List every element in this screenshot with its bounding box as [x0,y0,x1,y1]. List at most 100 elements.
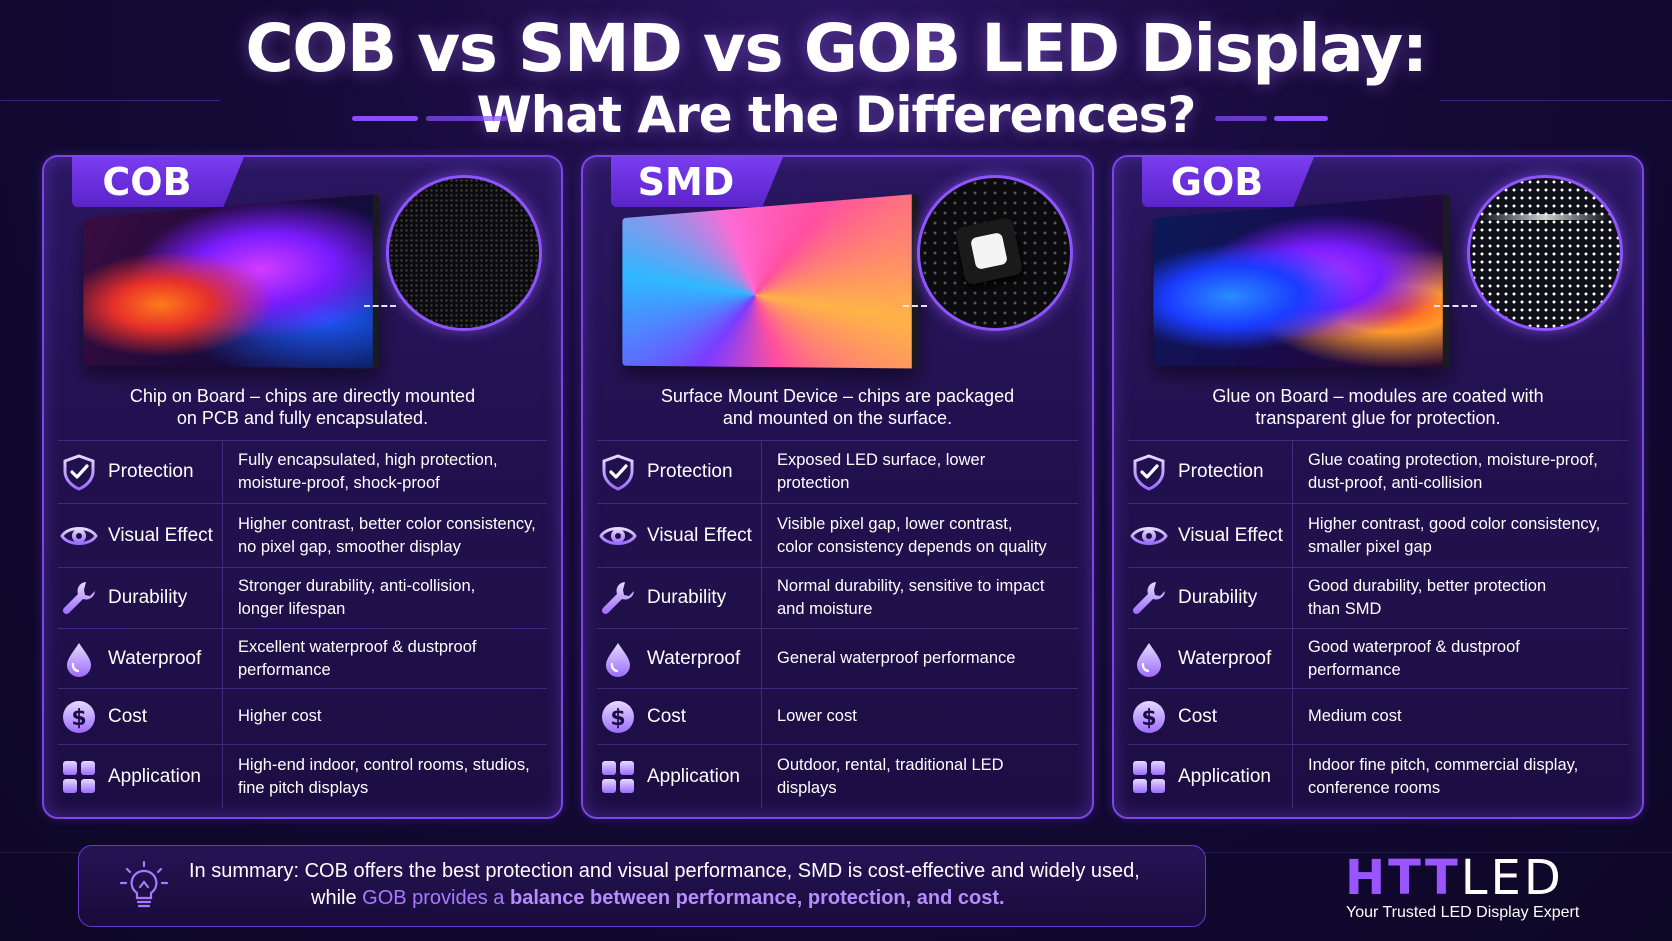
gob-zoom-detail [1467,175,1623,331]
cob-tab: COB [72,157,244,207]
spec-value-line-2: conference rooms [1308,777,1628,800]
title-deco-right-1 [1215,116,1267,121]
spec-value: Good waterproof & dustproof performance [1308,636,1628,682]
spec-value-line-1: Higher contrast, better color consistenc… [238,513,547,536]
dollar-icon: $ [1130,698,1168,736]
spec-label: Application [647,766,740,788]
spec-label-cell: $ Cost [58,689,223,744]
spec-value-line-2: dust-proof, anti-collision [1308,472,1628,495]
smd-description: Surface Mount Device – chips are package… [583,385,1092,429]
spec-value-line-1: Exposed LED surface, lower [777,449,1078,472]
spec-value: Normal durability, sensitive to impact an… [777,575,1078,621]
spec-label-cell: Application [597,745,762,808]
spec-row-protection: Protection Glue coating protection, moist… [1128,440,1628,503]
spec-row-protection: Protection Exposed LED surface, lower prot… [597,440,1078,503]
spec-row-visual-effect: Visual Effect Higher contrast, good color… [1128,503,1628,567]
smd-tab-label: SMD [611,157,761,207]
desc-line-1: Surface Mount Device – chips are package… [583,385,1092,407]
spec-value: Higher contrast, good color consistency,… [1308,513,1628,559]
svg-text:$: $ [71,706,86,731]
spec-value: Excellent waterproof & dustproof performa… [238,636,547,682]
spec-value-line-1: Good durability, better protection [1308,575,1628,598]
spec-label-cell: Application [58,745,223,808]
spec-value-line-2: fine pitch displays [238,777,547,800]
lightbulb-icon [119,861,169,913]
smd-zoom-detail [917,175,1073,331]
spec-value: Outdoor, rental, traditional LED displays [777,754,1078,800]
gob-description: Glue on Board – modules are coated with t… [1114,385,1642,429]
cob-spec-table: Protection Fully encapsulated, high prote… [58,440,547,808]
bg-line-left [0,100,220,101]
spec-label-cell: $ Cost [1128,689,1293,744]
desc-line-2: and mounted on the surface. [583,407,1092,429]
spec-row-durability: Durability Normal durability, sensitive t… [597,567,1078,628]
spec-row-application: Application High-end indoor, control room… [58,744,547,808]
spec-value-line-1: Higher cost [238,705,547,728]
spec-value-line-1: Outdoor, rental, traditional LED [777,754,1078,777]
spec-row-application: Application Outdoor, rental, traditional … [597,744,1078,808]
grid-icon [599,758,637,796]
summary-box: In summary: COB offers the best protecti… [78,845,1206,927]
smd-display-image [622,194,918,369]
summary-text-mid: provides a [407,887,510,909]
spec-value-line-1: Fully encapsulated, high protection, [238,449,547,472]
spec-label: Cost [647,706,686,728]
spec-row-visual-effect: Visual Effect Higher contrast, better col… [58,503,547,567]
spec-label-cell: Waterproof [58,629,223,688]
gob-display-image [1153,194,1449,369]
spec-label: Visual Effect [108,525,213,547]
spec-value-line-1: General waterproof performance [777,647,1078,670]
cob-tab-label: COB [72,157,222,207]
summary-line-1: In summary: COB offers the best protecti… [189,858,1189,884]
spec-value-line-2: performance [1308,659,1628,682]
dollar-icon: $ [599,698,637,736]
spec-label: Waterproof [647,648,740,670]
spec-row-durability: Durability Good durability, better protec… [1128,567,1628,628]
logo-part-led: LED [1461,850,1564,906]
gob-tab-label: GOB [1142,157,1292,207]
spec-row-application: Application Indoor fine pitch, commercial… [1128,744,1628,808]
spec-label-cell: Protection [597,441,762,503]
spec-row-durability: Durability Stronger durability, anti-coll… [58,567,547,628]
spec-label: Protection [108,461,194,483]
logo-part-htt: HTT [1345,850,1461,906]
spec-label-cell: Visual Effect [597,504,762,567]
card-cob: COB Chip on Board – chips are directly mo… [42,155,563,819]
cob-display-image [83,194,379,369]
summary-text-gob: GOB [362,887,406,909]
summary-line-2: while GOB provides a balance between per… [189,885,1311,911]
shield-check-icon [60,453,98,491]
page-title: COB vs SMD vs GOB LED Display: [0,10,1672,87]
spec-label: Application [1178,766,1271,788]
gob-spec-table: Protection Glue coating protection, moist… [1128,440,1628,808]
summary-text-pre: while [311,887,362,909]
spec-label: Durability [1178,587,1257,609]
spec-label-cell: Durability [1128,568,1293,628]
wrench-icon [60,579,98,617]
zoom-connector [903,305,927,307]
shield-check-icon [1130,453,1168,491]
spec-value-line-1: Good waterproof & dustproof [1308,636,1628,659]
eye-icon [1130,517,1168,555]
spec-value-line-2: protection [777,472,1078,495]
spec-value: Good durability, better protection than S… [1308,575,1628,621]
spec-label-cell: Visual Effect [1128,504,1293,567]
cob-zoom-detail [386,175,542,331]
water-drop-icon [1130,640,1168,678]
water-drop-icon [599,640,637,678]
summary-text-balance: balance between performance, protection,… [510,887,1005,909]
card-smd: SMD Surface Mount Device – chips are pack… [581,155,1094,819]
spec-value-line-2: color consistency depends on quality [777,536,1078,559]
water-drop-icon [60,640,98,678]
grid-icon [1130,758,1168,796]
shield-check-icon [599,453,637,491]
spec-label-cell: Durability [597,568,762,628]
spec-value-line-2: no pixel gap, smoother display [238,536,547,559]
spec-label-cell: Durability [58,568,223,628]
title-deco-right-2 [1274,116,1328,121]
brand-tagline: Your Trusted LED Display Expert [1346,904,1579,922]
grid-icon [60,758,98,796]
spec-value-line-1: Higher contrast, good color consistency, [1308,513,1628,536]
spec-label: Cost [108,706,147,728]
smd-chip-led [970,232,1008,270]
